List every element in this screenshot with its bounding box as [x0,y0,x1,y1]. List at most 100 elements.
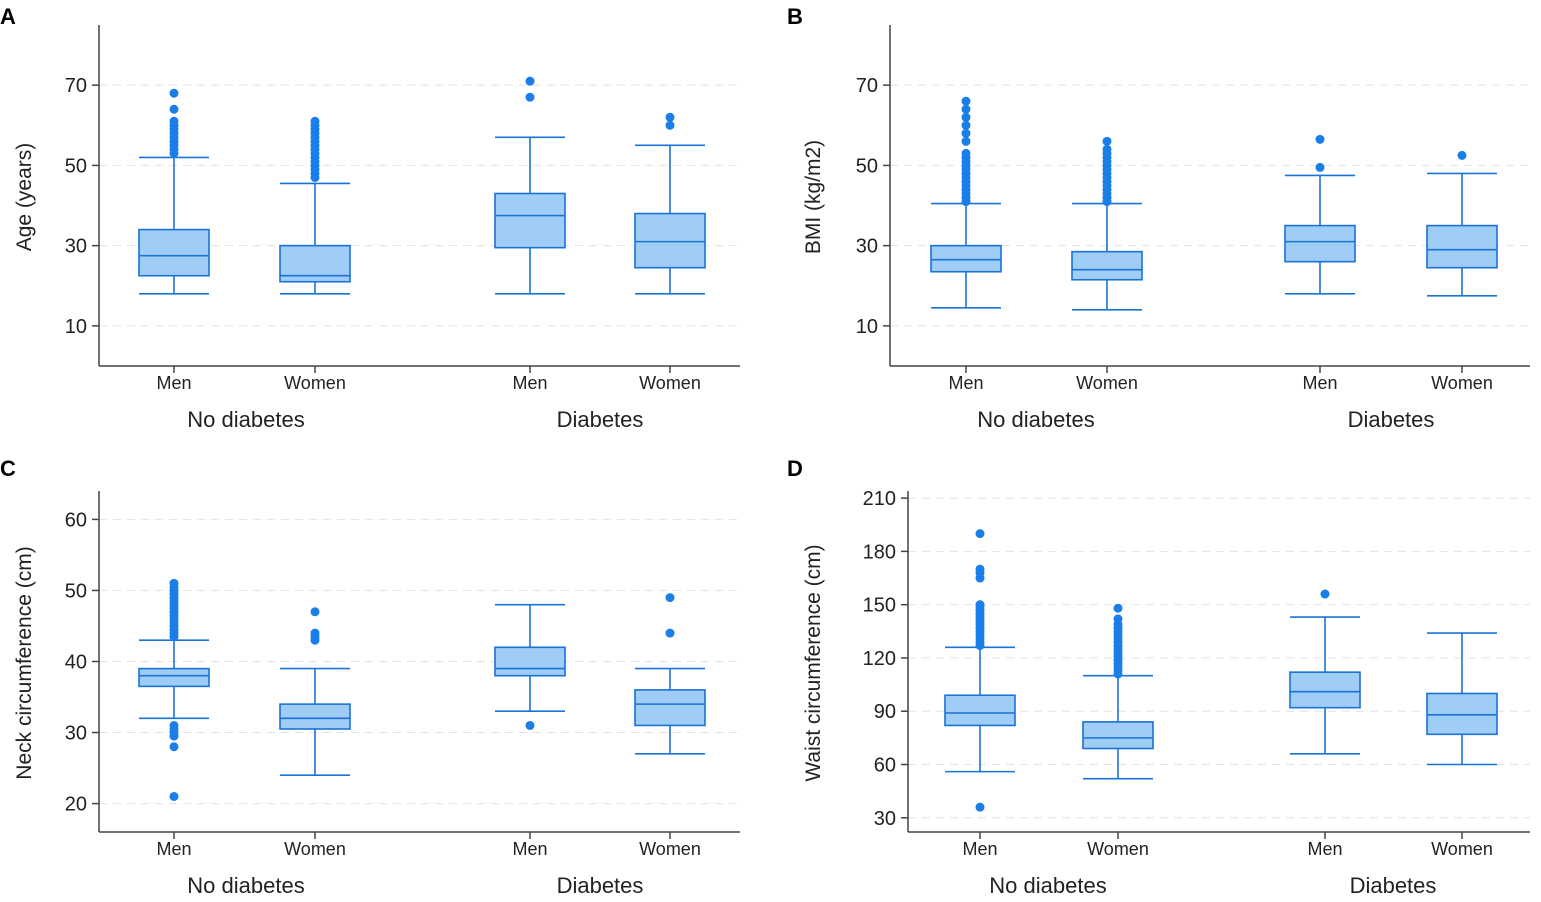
outlier-point [525,720,535,730]
y-tick-label: 180 [863,541,896,563]
panel-letter-b: B [787,4,803,29]
y-axis-title-b: BMI (kg/m2) [802,140,825,254]
group-label-no-diabetes-c: No diabetes [187,873,304,898]
outlier-point [169,116,179,126]
iqr-box [279,703,351,730]
outlier-point [961,148,971,158]
box-men-no-diabetes: Men [944,529,1016,859]
x-tick-label: Men [156,839,191,859]
outlier-point [310,116,320,126]
x-tick-label: Men [962,839,997,859]
outlier-point [1113,603,1123,613]
y-tick-label: 60 [874,755,896,777]
group-label-diabetes-c: Diabetes [557,873,644,898]
outlier-point [525,76,535,86]
box-women-no-diabetes: Women [1071,136,1143,393]
outlier-point [1320,589,1330,599]
box-men-diabetes: Men [494,603,566,859]
outlier-point [1102,144,1112,154]
outlier-point [169,104,179,114]
iqr-box [1284,224,1356,263]
y-tick-label: 10 [856,316,878,338]
iqr-box [634,689,706,727]
y-tick-label: 70 [65,75,87,97]
panel-letter-c: C [0,456,16,481]
group-label-diabetes-d: Diabetes [1350,873,1437,898]
x-tick-label: Women [639,839,701,859]
y-tick-label: 10 [65,316,87,338]
panel-a: 10 30 50 70 Men Women Men Women A Age (years) N… [0,4,740,432]
box-women-diabetes: Women [634,593,706,859]
panel-d: 30 60 90 120 150 180 210 Men Women Men Women D Wai… [787,456,1530,898]
y-axis-title-d: Waist circumference (cm) [802,544,825,781]
group-label-no-diabetes-d: No diabetes [989,873,1106,898]
box-women-no-diabetes: Women [1082,603,1154,859]
y-tick-label: 70 [856,75,878,97]
iqr-box [634,212,706,269]
x-tick-label: Women [284,839,346,859]
y-tick-label: 30 [65,723,87,745]
outlier-point [169,88,179,98]
box-men-diabetes: Men [1284,134,1356,393]
x-tick-label: Women [1087,839,1149,859]
outlier-point [975,802,985,812]
plot-area: 30 60 90 120 150 180 210 Men Women Men Women [863,488,1530,859]
x-tick-label: Men [512,373,547,393]
outlier-point [961,120,971,130]
plot-area: 20 30 40 50 60 Men Women Men Women [65,491,740,859]
iqr-box [494,192,566,249]
y-tick-label: 30 [856,236,878,258]
y-tick-label: 210 [863,488,896,510]
y-axis-title-c: Neck circumference (cm) [13,546,36,779]
x-tick-label: Men [1302,373,1337,393]
outlier-point [310,607,320,617]
iqr-box [1426,692,1498,736]
y-tick-label: 150 [863,595,896,617]
outlier-point [665,120,675,130]
y-tick-label: 90 [874,701,896,723]
panel-letter-a: A [0,4,16,29]
outlier-point [169,578,179,588]
plot-area: 10 30 50 70 Men Women Men Women [856,25,1530,393]
outlier-point [1113,614,1123,624]
y-tick-label: 30 [874,808,896,830]
iqr-box [138,228,210,277]
iqr-box [138,667,210,688]
x-tick-label: Men [948,373,983,393]
outlier-point [961,104,971,114]
outlier-point [1457,150,1467,160]
y-tick-label: 30 [65,236,87,258]
panel-letter-d: D [787,456,803,481]
outlier-point [665,628,675,638]
outlier-point [975,564,985,574]
outlier-point [169,791,179,801]
outlier-point [1102,136,1112,146]
x-tick-label: Men [512,839,547,859]
x-tick-label: Women [1076,373,1138,393]
box-women-no-diabetes: Women [279,116,351,393]
box-women-diabetes: Women [1426,150,1498,393]
box-women-diabetes: Women [634,112,706,393]
outlier-point [525,92,535,102]
box-men-no-diabetes: Men [138,88,210,393]
iqr-box [1071,250,1143,281]
iqr-box [494,646,566,677]
box-men-diabetes: Men [494,76,566,393]
panel-c: 20 30 40 50 60 Men Women Men Women C Neck circum… [0,456,740,898]
outlier-point [961,112,971,122]
outlier-point [975,529,985,539]
outlier-point [665,112,675,122]
group-label-diabetes-b: Diabetes [1348,407,1435,432]
outlier-point [1315,162,1325,172]
y-tick-label: 120 [863,648,896,670]
outlier-point [169,720,179,730]
group-label-no-diabetes-b: No diabetes [977,407,1094,432]
x-tick-label: Women [1431,373,1493,393]
x-tick-label: Women [284,373,346,393]
outlier-point [169,742,179,752]
y-tick-label: 50 [65,580,87,602]
box-women-diabetes: Women [1426,632,1498,859]
group-label-no-diabetes-a: No diabetes [187,407,304,432]
group-label-diabetes-a: Diabetes [557,407,644,432]
